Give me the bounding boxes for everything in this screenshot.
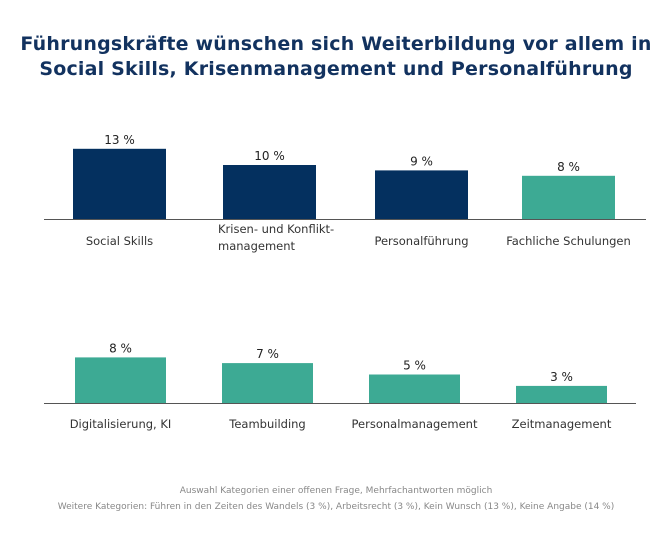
data-label: 13 % xyxy=(104,133,135,147)
bar xyxy=(522,175,615,219)
bar xyxy=(222,363,313,403)
bar xyxy=(223,165,316,219)
category-label: Personalmanagement xyxy=(352,417,478,431)
data-label: 9 % xyxy=(410,154,433,168)
bar xyxy=(73,148,166,219)
data-label: 5 % xyxy=(403,359,426,373)
bar xyxy=(375,170,468,219)
category-label: Krisen- und Konflikt- xyxy=(218,222,334,236)
category-label: management xyxy=(218,239,296,253)
category-label: Personalführung xyxy=(374,234,468,248)
category-label: Teambuilding xyxy=(228,417,305,431)
data-label: 7 % xyxy=(256,347,279,361)
category-label: Social Skills xyxy=(86,234,153,248)
data-label: 3 % xyxy=(550,370,573,384)
category-label: Digitalisierung, KI xyxy=(70,417,172,431)
note-2: Weitere Kategorien: Führen in den Zeiten… xyxy=(57,502,615,512)
category-label: Zeitmanagement xyxy=(512,417,612,431)
data-label: 8 % xyxy=(557,160,580,174)
category-label: Fachliche Schulungen xyxy=(506,234,631,248)
data-label: 10 % xyxy=(254,149,285,163)
note-1: Auswahl Kategorien einer offenen Frage, … xyxy=(179,486,493,496)
chart-title: Führungskräfte wünschen sich Weiterbildu… xyxy=(20,33,652,80)
bar xyxy=(369,374,460,403)
bar xyxy=(516,385,607,403)
data-label: 8 % xyxy=(109,341,132,355)
bar xyxy=(75,357,166,403)
